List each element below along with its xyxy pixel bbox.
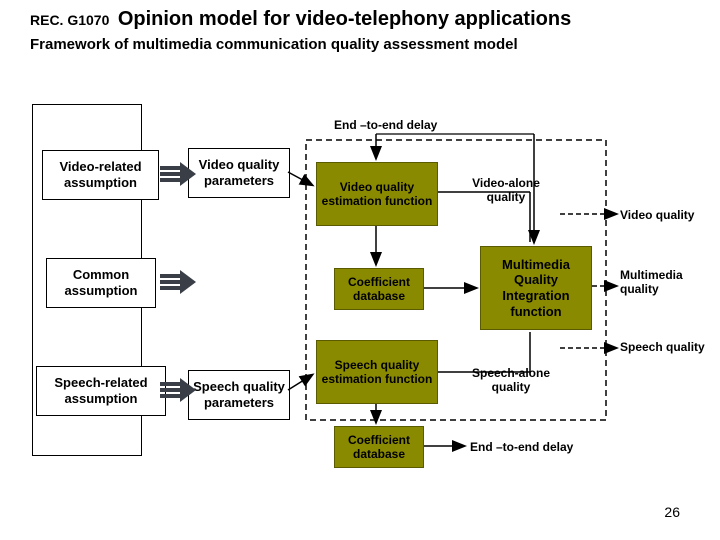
label-speech-alone: Speech-alone quality (466, 366, 556, 395)
box-coeff1: Coefficient database (334, 268, 424, 310)
box-speech-params: Speech quality parameters (188, 370, 290, 420)
header-subtitle: Framework of multimedia communication qu… (30, 36, 518, 53)
box-video-related: Video-related assumption (42, 150, 159, 200)
box-video-est: Video quality estimation function (316, 162, 438, 226)
label-mm-q: Multimedia quality (620, 268, 700, 297)
box-coeff2: Coefficient database (334, 426, 424, 468)
label-e2e-top: End –to-end delay (334, 118, 437, 132)
box-mmqi: Multimedia Quality Integration function (480, 246, 592, 330)
label-e2e-out: End –to-end delay (470, 440, 573, 454)
label-video-alone: Video-alone quality (466, 176, 546, 205)
label-speech-q: Speech quality (620, 340, 705, 354)
label-video-q: Video quality (620, 208, 694, 222)
box-speech-est: Speech quality estimation function (316, 340, 438, 404)
header-title: Opinion model for video-telephony applic… (118, 8, 571, 30)
box-speech-related: Speech-related assumption (36, 366, 166, 416)
header-rec: REC. G1070 (30, 12, 109, 28)
box-video-params: Video quality parameters (188, 148, 290, 198)
box-common: Common assumption (46, 258, 156, 308)
page-number: 26 (664, 504, 680, 520)
